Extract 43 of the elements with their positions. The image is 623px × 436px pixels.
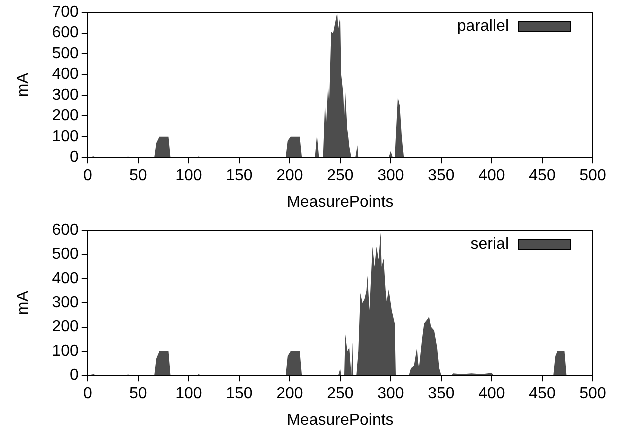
x-tick-label: 400 bbox=[478, 168, 506, 185]
x-tick-label: 250 bbox=[327, 168, 354, 185]
y-tick-label: 400 bbox=[52, 270, 79, 288]
x-tick-label: 300 bbox=[378, 168, 404, 185]
x-tick-label: 350 bbox=[428, 386, 455, 403]
y-tick-label: 300 bbox=[52, 294, 79, 312]
y-tick-label: 500 bbox=[52, 246, 79, 264]
x-tick-label: 400 bbox=[478, 386, 506, 403]
y-axis-title: mA bbox=[15, 72, 32, 98]
y-tick-label: 600 bbox=[52, 24, 79, 42]
y-tick-label: 100 bbox=[52, 128, 79, 146]
x-axis-title: MeasurePoints bbox=[287, 412, 394, 429]
x-tick-label: 50 bbox=[130, 386, 148, 403]
y-tick-label: 500 bbox=[52, 45, 79, 62]
x-tick-label: 0 bbox=[83, 168, 92, 185]
y-tick-label: 0 bbox=[70, 367, 79, 384]
y-tick-label: 0 bbox=[70, 149, 79, 166]
x-tick-label: 150 bbox=[226, 168, 253, 185]
x-tick-label: 500 bbox=[580, 168, 606, 185]
legend-label: parallel bbox=[457, 18, 509, 36]
x-tick-label: 200 bbox=[276, 386, 304, 403]
y-tick-label: 700 bbox=[52, 4, 79, 22]
x-tick-label: 100 bbox=[176, 168, 202, 185]
y-tick-label: 100 bbox=[52, 342, 79, 360]
y-tick-label: 600 bbox=[52, 222, 79, 240]
x-tick-label: 500 bbox=[580, 386, 606, 403]
y-axis-title: mA bbox=[15, 290, 32, 316]
x-tick-label: 100 bbox=[176, 386, 202, 403]
x-tick-label: 450 bbox=[529, 386, 556, 403]
y-tick-label: 400 bbox=[52, 66, 79, 84]
x-axis-title: MeasurePoints bbox=[287, 194, 394, 211]
y-tick-label: 200 bbox=[52, 108, 79, 125]
x-tick-label: 150 bbox=[226, 386, 253, 403]
legend-label: serial bbox=[470, 236, 509, 254]
x-tick-label: 0 bbox=[83, 386, 92, 403]
x-tick-label: 250 bbox=[327, 386, 354, 403]
y-tick-label: 300 bbox=[52, 86, 79, 104]
x-tick-label: 350 bbox=[428, 168, 455, 185]
y-tick-label: 200 bbox=[52, 318, 79, 336]
x-tick-label: 450 bbox=[529, 168, 556, 185]
x-tick-label: 300 bbox=[378, 386, 404, 403]
x-tick-label: 200 bbox=[276, 168, 304, 185]
x-tick-label: 50 bbox=[130, 168, 148, 185]
